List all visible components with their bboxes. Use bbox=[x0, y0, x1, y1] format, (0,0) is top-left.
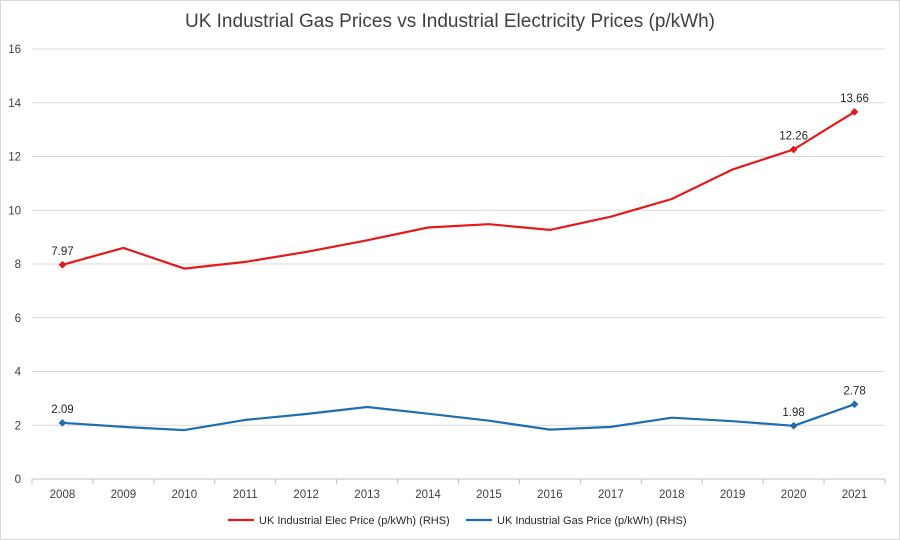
legend-label: UK Industrial Gas Price (p/kWh) (RHS) bbox=[497, 515, 686, 527]
x-tick-label: 2014 bbox=[415, 489, 441, 501]
y-tick-label: 2 bbox=[15, 420, 21, 432]
data-point-marker bbox=[789, 145, 798, 154]
x-tick-label: 2008 bbox=[50, 489, 76, 501]
x-tick-label: 2016 bbox=[537, 489, 563, 501]
x-tick-label: 2010 bbox=[172, 489, 198, 501]
data-point-marker bbox=[789, 421, 798, 430]
data-point-marker bbox=[850, 107, 859, 116]
y-tick-label: 10 bbox=[8, 205, 21, 217]
x-tick-label: 2020 bbox=[781, 489, 807, 501]
y-tick-label: 14 bbox=[8, 98, 21, 110]
x-tick-label: 2009 bbox=[111, 489, 137, 501]
x-tick-label: 2017 bbox=[598, 489, 624, 501]
chart-title: UK Industrial Gas Prices vs Industrial E… bbox=[184, 11, 716, 32]
data-point-marker bbox=[850, 400, 859, 409]
y-tick-label: 8 bbox=[15, 259, 21, 271]
x-tick-label: 2013 bbox=[354, 489, 380, 501]
y-tick-label: 12 bbox=[8, 152, 21, 164]
x-tick-label: 2012 bbox=[293, 489, 319, 501]
data-point-marker bbox=[58, 260, 67, 269]
y-tick-label: 4 bbox=[15, 367, 22, 379]
y-tick-label: 0 bbox=[15, 474, 21, 486]
data-point-marker bbox=[58, 418, 67, 427]
x-tick-label: 2019 bbox=[720, 489, 746, 501]
data-label: 12.26 bbox=[779, 131, 808, 143]
x-tick-label: 2015 bbox=[476, 489, 502, 501]
x-tick-label: 2018 bbox=[659, 489, 685, 501]
data-label: 1.98 bbox=[782, 407, 804, 419]
series-line bbox=[62, 403, 855, 432]
y-tick-label: 16 bbox=[8, 44, 21, 56]
legend-label: UK Industrial Elec Price (p/kWh) (RHS) bbox=[259, 515, 450, 527]
series-line bbox=[62, 110, 856, 270]
data-label: 2.09 bbox=[51, 404, 73, 416]
y-tick-label: 6 bbox=[15, 313, 21, 325]
x-tick-label: 2011 bbox=[233, 489, 258, 501]
data-label: 13.66 bbox=[840, 93, 869, 105]
x-tick-label: 2021 bbox=[842, 489, 868, 501]
data-label: 2.78 bbox=[843, 385, 865, 397]
data-label: 7.97 bbox=[51, 246, 73, 258]
